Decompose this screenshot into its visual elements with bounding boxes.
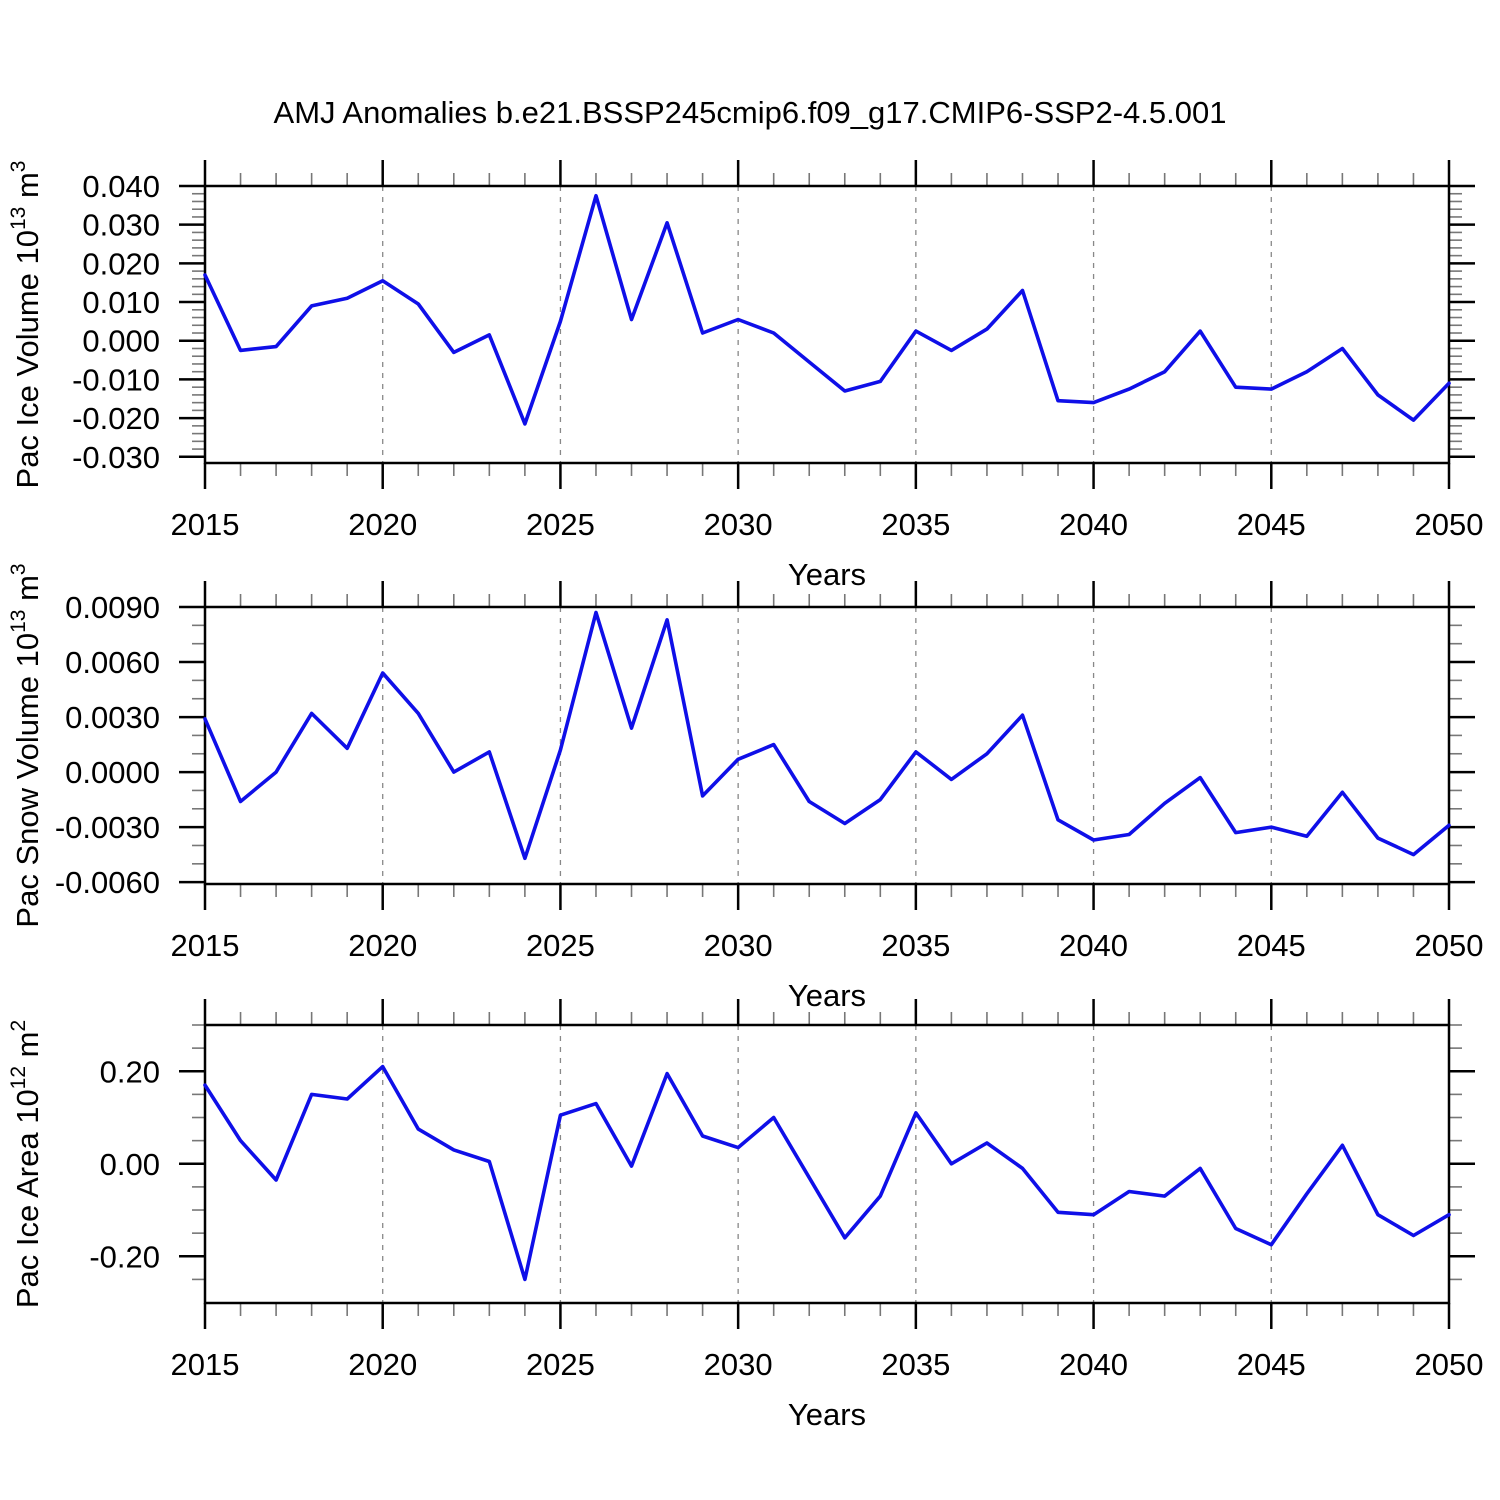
x-tick-label: 2050 bbox=[1415, 1347, 1484, 1382]
x-tick-label: 2045 bbox=[1237, 507, 1306, 542]
x-tick-label: 2040 bbox=[1059, 1347, 1128, 1382]
pac-snow-volume-chart: 0.0090 0.0060 0.0030 0.0000 -0.0030 -0.0060 20… bbox=[7, 563, 1483, 1013]
y-tick-label: 0.0030 bbox=[65, 700, 160, 735]
y-tick-label: 0.00 bbox=[100, 1147, 160, 1182]
x-tick-label: 2030 bbox=[704, 1347, 773, 1382]
y-tick-label: 0.020 bbox=[82, 246, 160, 281]
plot-box bbox=[203, 1023, 1451, 1305]
y-tick-label: -0.030 bbox=[72, 440, 160, 475]
y-tick-label: 0.000 bbox=[82, 324, 160, 359]
plot-box bbox=[203, 605, 1451, 886]
x-tick-label: 2040 bbox=[1059, 928, 1128, 963]
x-tick-label: 2035 bbox=[881, 507, 950, 542]
y-tick-label: -0.010 bbox=[72, 362, 160, 397]
x-tick-label: 2030 bbox=[704, 507, 773, 542]
x-tick-label: 2015 bbox=[171, 928, 240, 963]
y-axis-title: Pac Snow Volume 1013 m3 bbox=[7, 563, 45, 927]
x-tick-label: 2020 bbox=[348, 507, 417, 542]
pac-ice-area-series-line bbox=[203, 1064, 1451, 1282]
figure-title: AMJ Anomalies b.e21.BSSP245cmip6.f09_g17… bbox=[273, 95, 1227, 130]
x-tick-label: 2050 bbox=[1415, 928, 1484, 963]
x-tick-label: 2035 bbox=[881, 1347, 950, 1382]
pac-ice-area-chart: 0.20 0.00 -0.20 2015 2020 2025 2030 2035 2040 204… bbox=[7, 999, 1483, 1432]
x-tick-label: 2025 bbox=[526, 1347, 595, 1382]
plot-box bbox=[203, 184, 1451, 465]
y-axis-title: Pac Ice Area 1012 m2 bbox=[7, 1020, 45, 1308]
x-tick-label: 2045 bbox=[1237, 928, 1306, 963]
x-axis-title: Years bbox=[788, 978, 866, 1013]
x-tick-label: 2030 bbox=[704, 928, 773, 963]
y-tick-label: -0.20 bbox=[89, 1239, 160, 1274]
y-tick-label: -0.0030 bbox=[55, 810, 160, 845]
x-tick-label: 2025 bbox=[526, 507, 595, 542]
x-tick-label: 2050 bbox=[1415, 507, 1484, 542]
x-tick-label: 2015 bbox=[171, 1347, 240, 1382]
pac-snow-volume-series-line bbox=[203, 610, 1451, 861]
x-axis-title: Years bbox=[788, 557, 866, 592]
x-tick-label: 2015 bbox=[171, 507, 240, 542]
y-tick-label: 0.0060 bbox=[65, 645, 160, 680]
x-tick-label: 2035 bbox=[881, 928, 950, 963]
x-axis-title: Years bbox=[788, 1397, 866, 1432]
y-tick-label: 0.0090 bbox=[65, 590, 160, 625]
y-tick-label: -0.020 bbox=[72, 401, 160, 436]
x-tick-label: 2020 bbox=[348, 1347, 417, 1382]
y-tick-label: 0.040 bbox=[82, 169, 160, 204]
x-tick-label: 2045 bbox=[1237, 1347, 1306, 1382]
y-axis-title: Pac Ice Volume 1013 m3 bbox=[7, 161, 45, 489]
y-tick-label: 0.20 bbox=[100, 1054, 160, 1089]
y-tick-label: 0.0000 bbox=[65, 755, 160, 790]
x-tick-label: 2020 bbox=[348, 928, 417, 963]
y-tick-label: -0.0060 bbox=[55, 865, 160, 900]
y-tick-label: 0.010 bbox=[82, 285, 160, 320]
pac-ice-volume-series-line bbox=[203, 193, 1451, 426]
y-tick-label: 0.030 bbox=[82, 208, 160, 243]
x-tick-label: 2025 bbox=[526, 928, 595, 963]
x-tick-label: 2040 bbox=[1059, 507, 1128, 542]
